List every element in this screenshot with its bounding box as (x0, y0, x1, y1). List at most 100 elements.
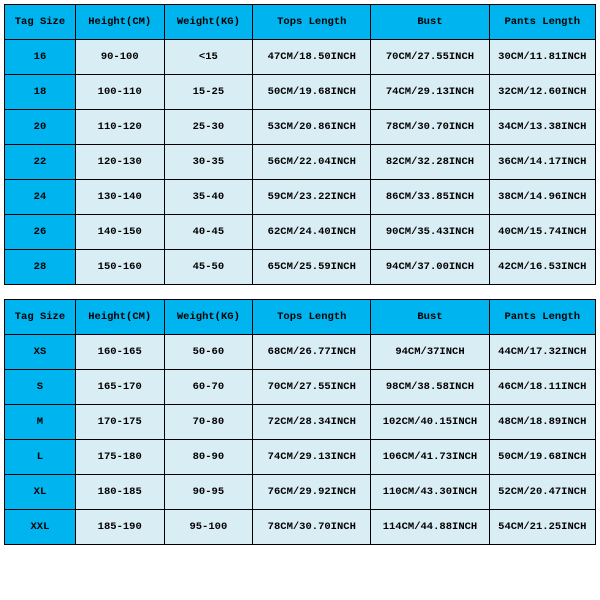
tag-size-cell: S (5, 370, 76, 405)
value-cell: 170-175 (75, 405, 164, 440)
value-cell: 76CM/29.92INCH (253, 475, 371, 510)
value-cell: 70CM/27.55INCH (371, 40, 489, 75)
value-cell: 38CM/14.96INCH (489, 180, 595, 215)
tag-size-cell: 28 (5, 250, 76, 285)
size-table-adults: Tag Size Height(CM) Weight(KG) Tops Leng… (4, 299, 596, 545)
col-weight: Weight(KG) (164, 300, 253, 335)
tag-size-cell: M (5, 405, 76, 440)
value-cell: 74CM/29.13INCH (371, 75, 489, 110)
table-row: 26140-15040-4562CM/24.40INCH90CM/35.43IN… (5, 215, 596, 250)
tag-size-cell: 18 (5, 75, 76, 110)
table-row: XXL185-19095-10078CM/30.70INCH114CM/44.8… (5, 510, 596, 545)
value-cell: 86CM/33.85INCH (371, 180, 489, 215)
value-cell: 62CM/24.40INCH (253, 215, 371, 250)
col-bust: Bust (371, 300, 489, 335)
col-weight: Weight(KG) (164, 5, 253, 40)
value-cell: 78CM/30.70INCH (371, 110, 489, 145)
value-cell: 74CM/29.13INCH (253, 440, 371, 475)
value-cell: 40CM/15.74INCH (489, 215, 595, 250)
size-table-kids: Tag Size Height(CM) Weight(KG) Tops Leng… (4, 4, 596, 285)
col-pants-length: Pants Length (489, 300, 595, 335)
value-cell: 90CM/35.43INCH (371, 215, 489, 250)
table-row: S165-17060-7070CM/27.55INCH98CM/38.58INC… (5, 370, 596, 405)
value-cell: 34CM/13.38INCH (489, 110, 595, 145)
value-cell: 110-120 (75, 110, 164, 145)
value-cell: 25-30 (164, 110, 253, 145)
col-height: Height(CM) (75, 5, 164, 40)
value-cell: 15-25 (164, 75, 253, 110)
value-cell: 46CM/18.11INCH (489, 370, 595, 405)
value-cell: 120-130 (75, 145, 164, 180)
tag-size-cell: 20 (5, 110, 76, 145)
value-cell: 72CM/28.34INCH (253, 405, 371, 440)
col-tops-length: Tops Length (253, 5, 371, 40)
value-cell: 82CM/32.28INCH (371, 145, 489, 180)
value-cell: 36CM/14.17INCH (489, 145, 595, 180)
value-cell: 175-180 (75, 440, 164, 475)
value-cell: 114CM/44.88INCH (371, 510, 489, 545)
value-cell: 106CM/41.73INCH (371, 440, 489, 475)
tag-size-cell: XL (5, 475, 76, 510)
table2-body: XS160-16550-6068CM/26.77INCH94CM/37INCH4… (5, 335, 596, 545)
tag-size-cell: 16 (5, 40, 76, 75)
col-tag-size: Tag Size (5, 300, 76, 335)
value-cell: 70CM/27.55INCH (253, 370, 371, 405)
value-cell: 54CM/21.25INCH (489, 510, 595, 545)
header-row: Tag Size Height(CM) Weight(KG) Tops Leng… (5, 300, 596, 335)
col-height: Height(CM) (75, 300, 164, 335)
tag-size-cell: L (5, 440, 76, 475)
value-cell: 48CM/18.89INCH (489, 405, 595, 440)
value-cell: 100-110 (75, 75, 164, 110)
value-cell: 150-160 (75, 250, 164, 285)
col-pants-length: Pants Length (489, 5, 595, 40)
value-cell: 52CM/20.47INCH (489, 475, 595, 510)
value-cell: 42CM/16.53INCH (489, 250, 595, 285)
value-cell: 45-50 (164, 250, 253, 285)
value-cell: 90-100 (75, 40, 164, 75)
value-cell: 47CM/18.50INCH (253, 40, 371, 75)
value-cell: 165-170 (75, 370, 164, 405)
value-cell: 130-140 (75, 180, 164, 215)
value-cell: 50CM/19.68INCH (489, 440, 595, 475)
value-cell: 56CM/22.04INCH (253, 145, 371, 180)
col-tag-size: Tag Size (5, 5, 76, 40)
table-row: 22120-13030-3556CM/22.04INCH82CM/32.28IN… (5, 145, 596, 180)
value-cell: 60-70 (164, 370, 253, 405)
value-cell: 30CM/11.81INCH (489, 40, 595, 75)
header-row: Tag Size Height(CM) Weight(KG) Tops Leng… (5, 5, 596, 40)
value-cell: 70-80 (164, 405, 253, 440)
col-tops-length: Tops Length (253, 300, 371, 335)
value-cell: 30-35 (164, 145, 253, 180)
table-row: XL180-18590-9576CM/29.92INCH110CM/43.30I… (5, 475, 596, 510)
value-cell: 40-45 (164, 215, 253, 250)
tag-size-cell: 24 (5, 180, 76, 215)
value-cell: 140-150 (75, 215, 164, 250)
value-cell: 90-95 (164, 475, 253, 510)
value-cell: 59CM/23.22INCH (253, 180, 371, 215)
value-cell: 94CM/37INCH (371, 335, 489, 370)
value-cell: 160-165 (75, 335, 164, 370)
table1-body: 1690-100<1547CM/18.50INCH70CM/27.55INCH3… (5, 40, 596, 285)
table-row: M170-17570-8072CM/28.34INCH102CM/40.15IN… (5, 405, 596, 440)
value-cell: 44CM/17.32INCH (489, 335, 595, 370)
table-row: XS160-16550-6068CM/26.77INCH94CM/37INCH4… (5, 335, 596, 370)
value-cell: 35-40 (164, 180, 253, 215)
value-cell: 50CM/19.68INCH (253, 75, 371, 110)
tag-size-cell: 22 (5, 145, 76, 180)
tag-size-cell: XS (5, 335, 76, 370)
table-row: 1690-100<1547CM/18.50INCH70CM/27.55INCH3… (5, 40, 596, 75)
value-cell: <15 (164, 40, 253, 75)
value-cell: 68CM/26.77INCH (253, 335, 371, 370)
table-row: L175-18080-9074CM/29.13INCH106CM/41.73IN… (5, 440, 596, 475)
value-cell: 32CM/12.60INCH (489, 75, 595, 110)
table-row: 18100-11015-2550CM/19.68INCH74CM/29.13IN… (5, 75, 596, 110)
value-cell: 94CM/37.00INCH (371, 250, 489, 285)
value-cell: 102CM/40.15INCH (371, 405, 489, 440)
table-row: 20110-12025-3053CM/20.86INCH78CM/30.70IN… (5, 110, 596, 145)
col-bust: Bust (371, 5, 489, 40)
tag-size-cell: 26 (5, 215, 76, 250)
value-cell: 53CM/20.86INCH (253, 110, 371, 145)
value-cell: 185-190 (75, 510, 164, 545)
tag-size-cell: XXL (5, 510, 76, 545)
value-cell: 98CM/38.58INCH (371, 370, 489, 405)
